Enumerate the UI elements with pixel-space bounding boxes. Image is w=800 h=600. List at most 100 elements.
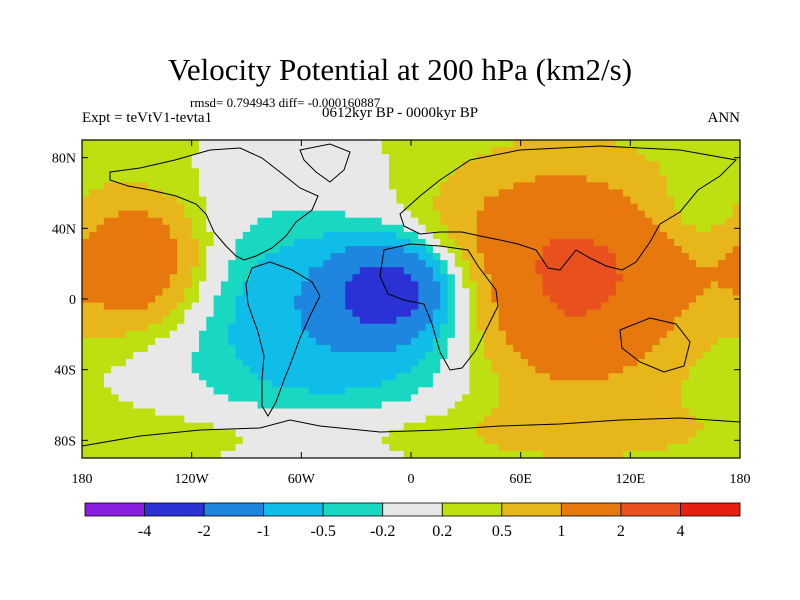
field-cell: [411, 210, 419, 219]
field-cell: [579, 281, 588, 290]
field-cell: [235, 196, 244, 205]
field-cell: [125, 344, 134, 353]
field-cell: [103, 323, 112, 332]
field-cell: [242, 217, 251, 226]
field-cell: [549, 450, 558, 458]
field-cell: [367, 309, 376, 318]
field-cell: [169, 443, 178, 452]
field-cell: [279, 450, 288, 458]
field-cell: [374, 337, 383, 346]
field-cell: [513, 267, 522, 275]
field-cell: [564, 323, 573, 332]
field-cell: [674, 203, 683, 212]
field-cell: [133, 253, 142, 261]
field-cell: [696, 401, 705, 410]
field-cell: [696, 274, 705, 282]
field-cell: [411, 401, 419, 410]
field-cell: [659, 408, 668, 417]
field-cell: [279, 295, 288, 304]
field-cell: [89, 189, 98, 198]
field-cell: [250, 387, 259, 396]
field-cell: [506, 246, 514, 254]
field-cell: [549, 189, 558, 198]
field-cell: [177, 203, 185, 212]
field-cell: [184, 168, 193, 176]
field-cell: [381, 401, 390, 410]
field-cell: [593, 224, 602, 233]
field-cell: [652, 330, 661, 339]
field-cell: [608, 288, 617, 297]
field-cell: [696, 309, 705, 318]
field-cell: [659, 422, 668, 431]
field-cell: [615, 330, 624, 339]
field-cell: [608, 302, 617, 311]
field-cell: [272, 330, 280, 339]
field-cell: [564, 274, 573, 282]
field-cell: [564, 387, 573, 396]
field-cell: [330, 175, 339, 184]
field-cell: [630, 359, 639, 367]
field-cell: [177, 274, 185, 282]
field-cell: [703, 161, 712, 169]
field-cell: [133, 210, 142, 219]
field-cell: [579, 154, 588, 162]
field-cell: [615, 352, 624, 360]
field-cell: [206, 267, 215, 275]
field-cell: [272, 415, 280, 424]
field-cell: [440, 302, 449, 311]
field-cell: [549, 415, 558, 424]
field-cell: [652, 231, 661, 240]
field-cell: [184, 246, 193, 254]
field-cell: [579, 224, 588, 233]
field-cell: [535, 210, 544, 219]
field-cell: [557, 359, 566, 367]
field-cell: [352, 330, 361, 339]
field-cell: [374, 443, 383, 452]
field-cell: [228, 323, 237, 332]
field-cell: [367, 443, 376, 452]
field-cell: [147, 154, 156, 162]
field-cell: [155, 224, 164, 233]
field-cell: [666, 302, 675, 311]
field-cell: [601, 443, 609, 452]
field-cell: [520, 316, 529, 325]
field-cell: [725, 238, 734, 247]
field-cell: [623, 401, 631, 410]
field-cell: [732, 274, 740, 282]
field-cell: [250, 323, 259, 332]
field-cell: [732, 203, 740, 212]
field-cell: [535, 309, 544, 318]
field-cell: [652, 323, 661, 332]
field-cell: [454, 344, 463, 353]
field-cell: [345, 429, 354, 438]
field-cell: [359, 267, 368, 275]
field-cell: [345, 288, 354, 297]
field-cell: [593, 429, 602, 438]
field-cell: [206, 182, 215, 191]
field-cell: [381, 330, 390, 339]
field-cell: [476, 443, 485, 452]
field-cell: [571, 281, 580, 290]
field-cell: [323, 330, 332, 339]
field-cell: [272, 429, 280, 438]
field-cell: [381, 217, 390, 226]
field-cell: [359, 359, 368, 367]
field-cell: [732, 168, 740, 176]
field-cell: [308, 246, 317, 254]
field-cell: [184, 140, 193, 148]
field-cell: [337, 238, 346, 247]
field-cell: [133, 450, 142, 458]
field-cell: [608, 175, 617, 184]
field-cell: [681, 224, 690, 233]
field-cell: [725, 246, 734, 254]
field-cell: [688, 387, 697, 396]
field-cell: [337, 450, 346, 458]
field-cell: [82, 168, 90, 176]
field-cell: [579, 288, 588, 297]
field-cell: [593, 436, 602, 445]
field-cell: [147, 352, 156, 360]
field-cell: [228, 175, 237, 184]
field-cell: [118, 224, 127, 233]
field-cell: [250, 210, 259, 219]
field-cell: [147, 295, 156, 304]
